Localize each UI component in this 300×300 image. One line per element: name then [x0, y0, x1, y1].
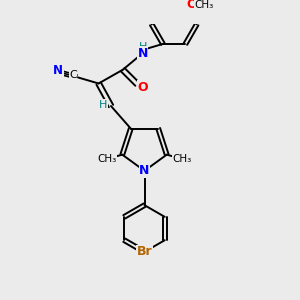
- Text: CH₃: CH₃: [172, 154, 191, 164]
- Text: N: N: [137, 47, 148, 60]
- Text: N: N: [53, 64, 63, 77]
- Text: Br: Br: [137, 245, 152, 258]
- Text: H: H: [139, 42, 147, 52]
- Text: O: O: [137, 81, 148, 94]
- Text: O: O: [186, 0, 197, 11]
- Text: N: N: [139, 164, 150, 177]
- Text: CH₃: CH₃: [194, 0, 214, 10]
- Text: C: C: [69, 70, 77, 80]
- Text: CH₃: CH₃: [98, 154, 117, 164]
- Text: H: H: [99, 100, 107, 110]
